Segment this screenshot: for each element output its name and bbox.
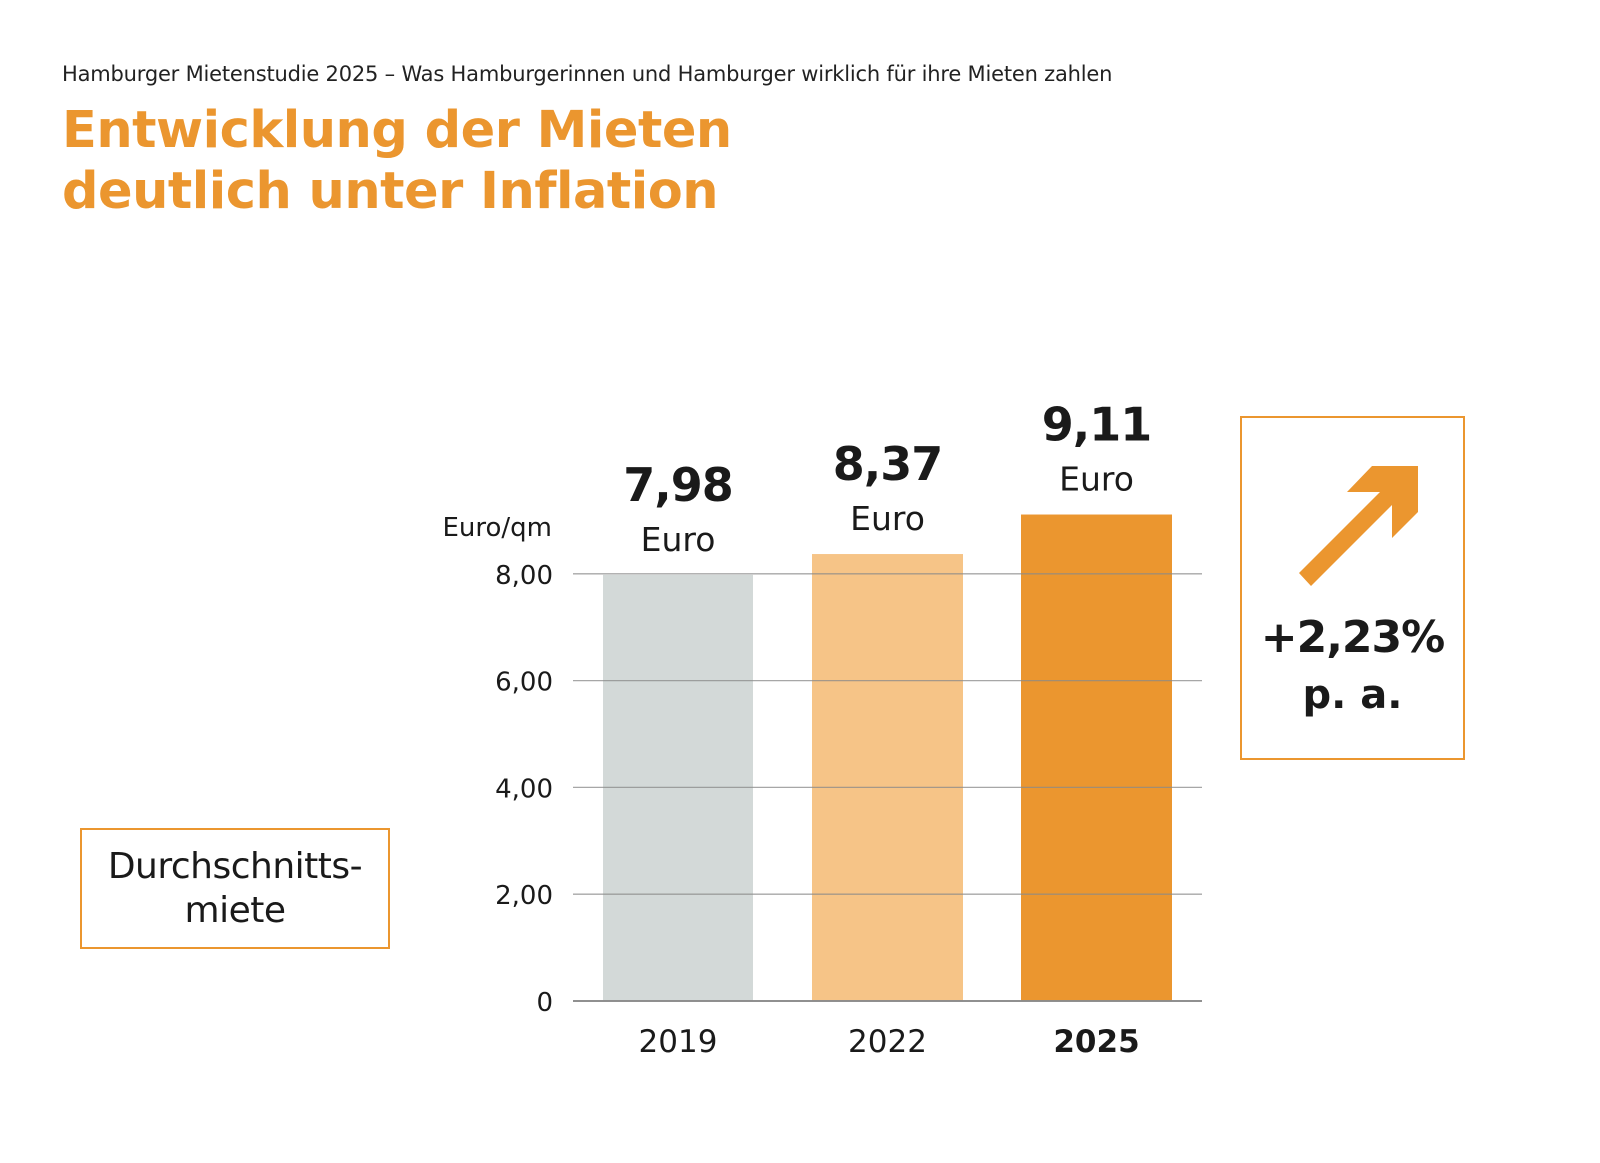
series-label-line-2: miete (184, 889, 286, 931)
labels: 0 2,00 4,00 6,00 8,00 Euro/qm 2019 7,98 Euro 2022… (442, 398, 1152, 1060)
value-label-2022: 8,37 (833, 437, 943, 491)
y-tick-label: 2,00 (495, 881, 553, 911)
value-label-2019: 7,98 (623, 458, 733, 512)
value-unit-label-2025: Euro (1059, 460, 1134, 499)
growth-rate-value: +2,23% (1260, 612, 1446, 663)
y-tick-label: 0 (536, 988, 553, 1018)
value-unit-label-2019: Euro (641, 520, 716, 559)
growth-rate-box (1240, 416, 1465, 760)
page-title-line-2: deutlich unter Inflation (62, 162, 719, 221)
bars (603, 514, 1172, 1001)
growth-rate-unit: p. a. (1302, 672, 1403, 718)
y-tick-label: 4,00 (495, 774, 553, 804)
kicker-subtitle: Hamburger Mietenstudie 2025 – Was Hambur… (62, 62, 1113, 86)
x-tick-label-2025: 2025 (1053, 1024, 1139, 1060)
x-tick-label-2019: 2019 (639, 1024, 718, 1060)
x-tick-label-2022: 2022 (848, 1024, 927, 1060)
bar-2025 (1021, 514, 1172, 1001)
y-tick-label: 8,00 (495, 561, 553, 591)
page-title: Entwicklung der Mieten deutlich unter In… (62, 100, 732, 222)
series-label-line-1: Durchschnitts- (107, 845, 363, 887)
page-title-line-1: Entwicklung der Mieten (62, 101, 732, 160)
bar-2022 (812, 554, 963, 1001)
y-tick-label: 6,00 (495, 668, 553, 698)
series-label-box: Durchschnitts- miete (80, 828, 390, 949)
axis (573, 573, 1202, 1002)
y-axis-label: Euro/qm (442, 513, 552, 543)
arrow-up-right-icon (1299, 466, 1418, 586)
value-label-2025: 9,11 (1042, 398, 1152, 452)
value-unit-label-2022: Euro (850, 499, 925, 538)
